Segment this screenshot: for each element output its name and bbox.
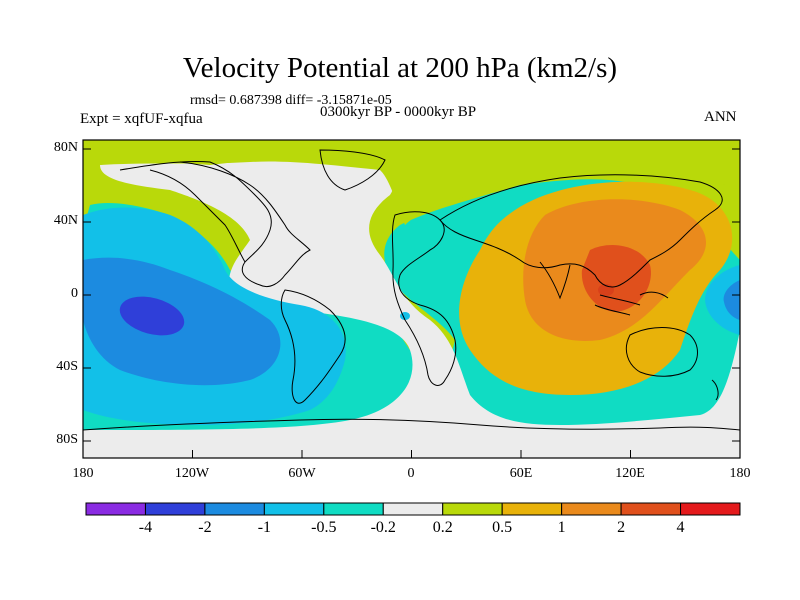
rmsd-diff-stats: rmsd= 0.687398 diff= -3.15871e-05	[190, 93, 392, 108]
colorbar-swatch	[620, 502, 682, 516]
colorbar-swatch	[323, 502, 384, 516]
colorbar-swatch	[561, 502, 622, 516]
colorbar-label: 2	[617, 519, 626, 536]
colorbar-label: 1	[557, 519, 566, 536]
colorbar-label: -0.5	[311, 519, 337, 536]
colorbar-label: -0.2	[370, 519, 396, 536]
lat-label-eq: 0	[71, 286, 78, 301]
colorbar-label: 0.2	[432, 519, 453, 536]
velocity-potential-field	[83, 140, 740, 458]
field-positive-4	[581, 245, 651, 312]
field-negative-2	[119, 296, 185, 336]
lon-label-60e: 60E	[509, 466, 533, 481]
colorbar-label: -4	[138, 519, 153, 536]
lat-label-40s: 40S	[56, 359, 78, 374]
colorbar-label: 4	[676, 519, 685, 536]
lon-label-0: 0	[407, 466, 415, 481]
colorbar-label: -1	[257, 519, 272, 536]
colorbar-swatch	[501, 502, 563, 516]
season-label: ANN	[704, 109, 737, 125]
lat-label-40n: 40N	[53, 213, 78, 228]
colorbar-label: -2	[198, 519, 212, 536]
period-label: 0300kyr BP - 0000kyr BP	[320, 104, 477, 120]
lon-label-120w: 120W	[174, 466, 210, 481]
colorbar-label: 0.5	[492, 519, 513, 536]
plot-title: Velocity Potential at 200 hPa (km2/s)	[182, 52, 618, 84]
colorbar	[85, 502, 741, 516]
axis-ticks	[82, 148, 741, 458]
lon-label-120e: 120E	[615, 466, 645, 481]
colorbar-swatch	[204, 502, 265, 516]
lon-label-180e: 180	[729, 466, 751, 481]
field-zero-band	[83, 157, 740, 458]
lon-label-180w: 180	[72, 466, 94, 481]
lat-label-80n: 80N	[53, 140, 78, 155]
colorbar-swatch	[442, 502, 503, 516]
colorbar-swatch	[263, 502, 325, 516]
experiment-label: Expt = xqfUF-xqfua	[80, 111, 203, 127]
colorbar-swatch	[85, 502, 146, 516]
colorbar-swatch	[382, 502, 444, 516]
lon-label-60w: 60W	[288, 466, 316, 481]
colorbar-swatch	[680, 502, 741, 516]
colorbar-swatch	[144, 502, 206, 516]
lat-label-80s: 80S	[56, 432, 78, 447]
coastlines	[83, 149, 740, 431]
